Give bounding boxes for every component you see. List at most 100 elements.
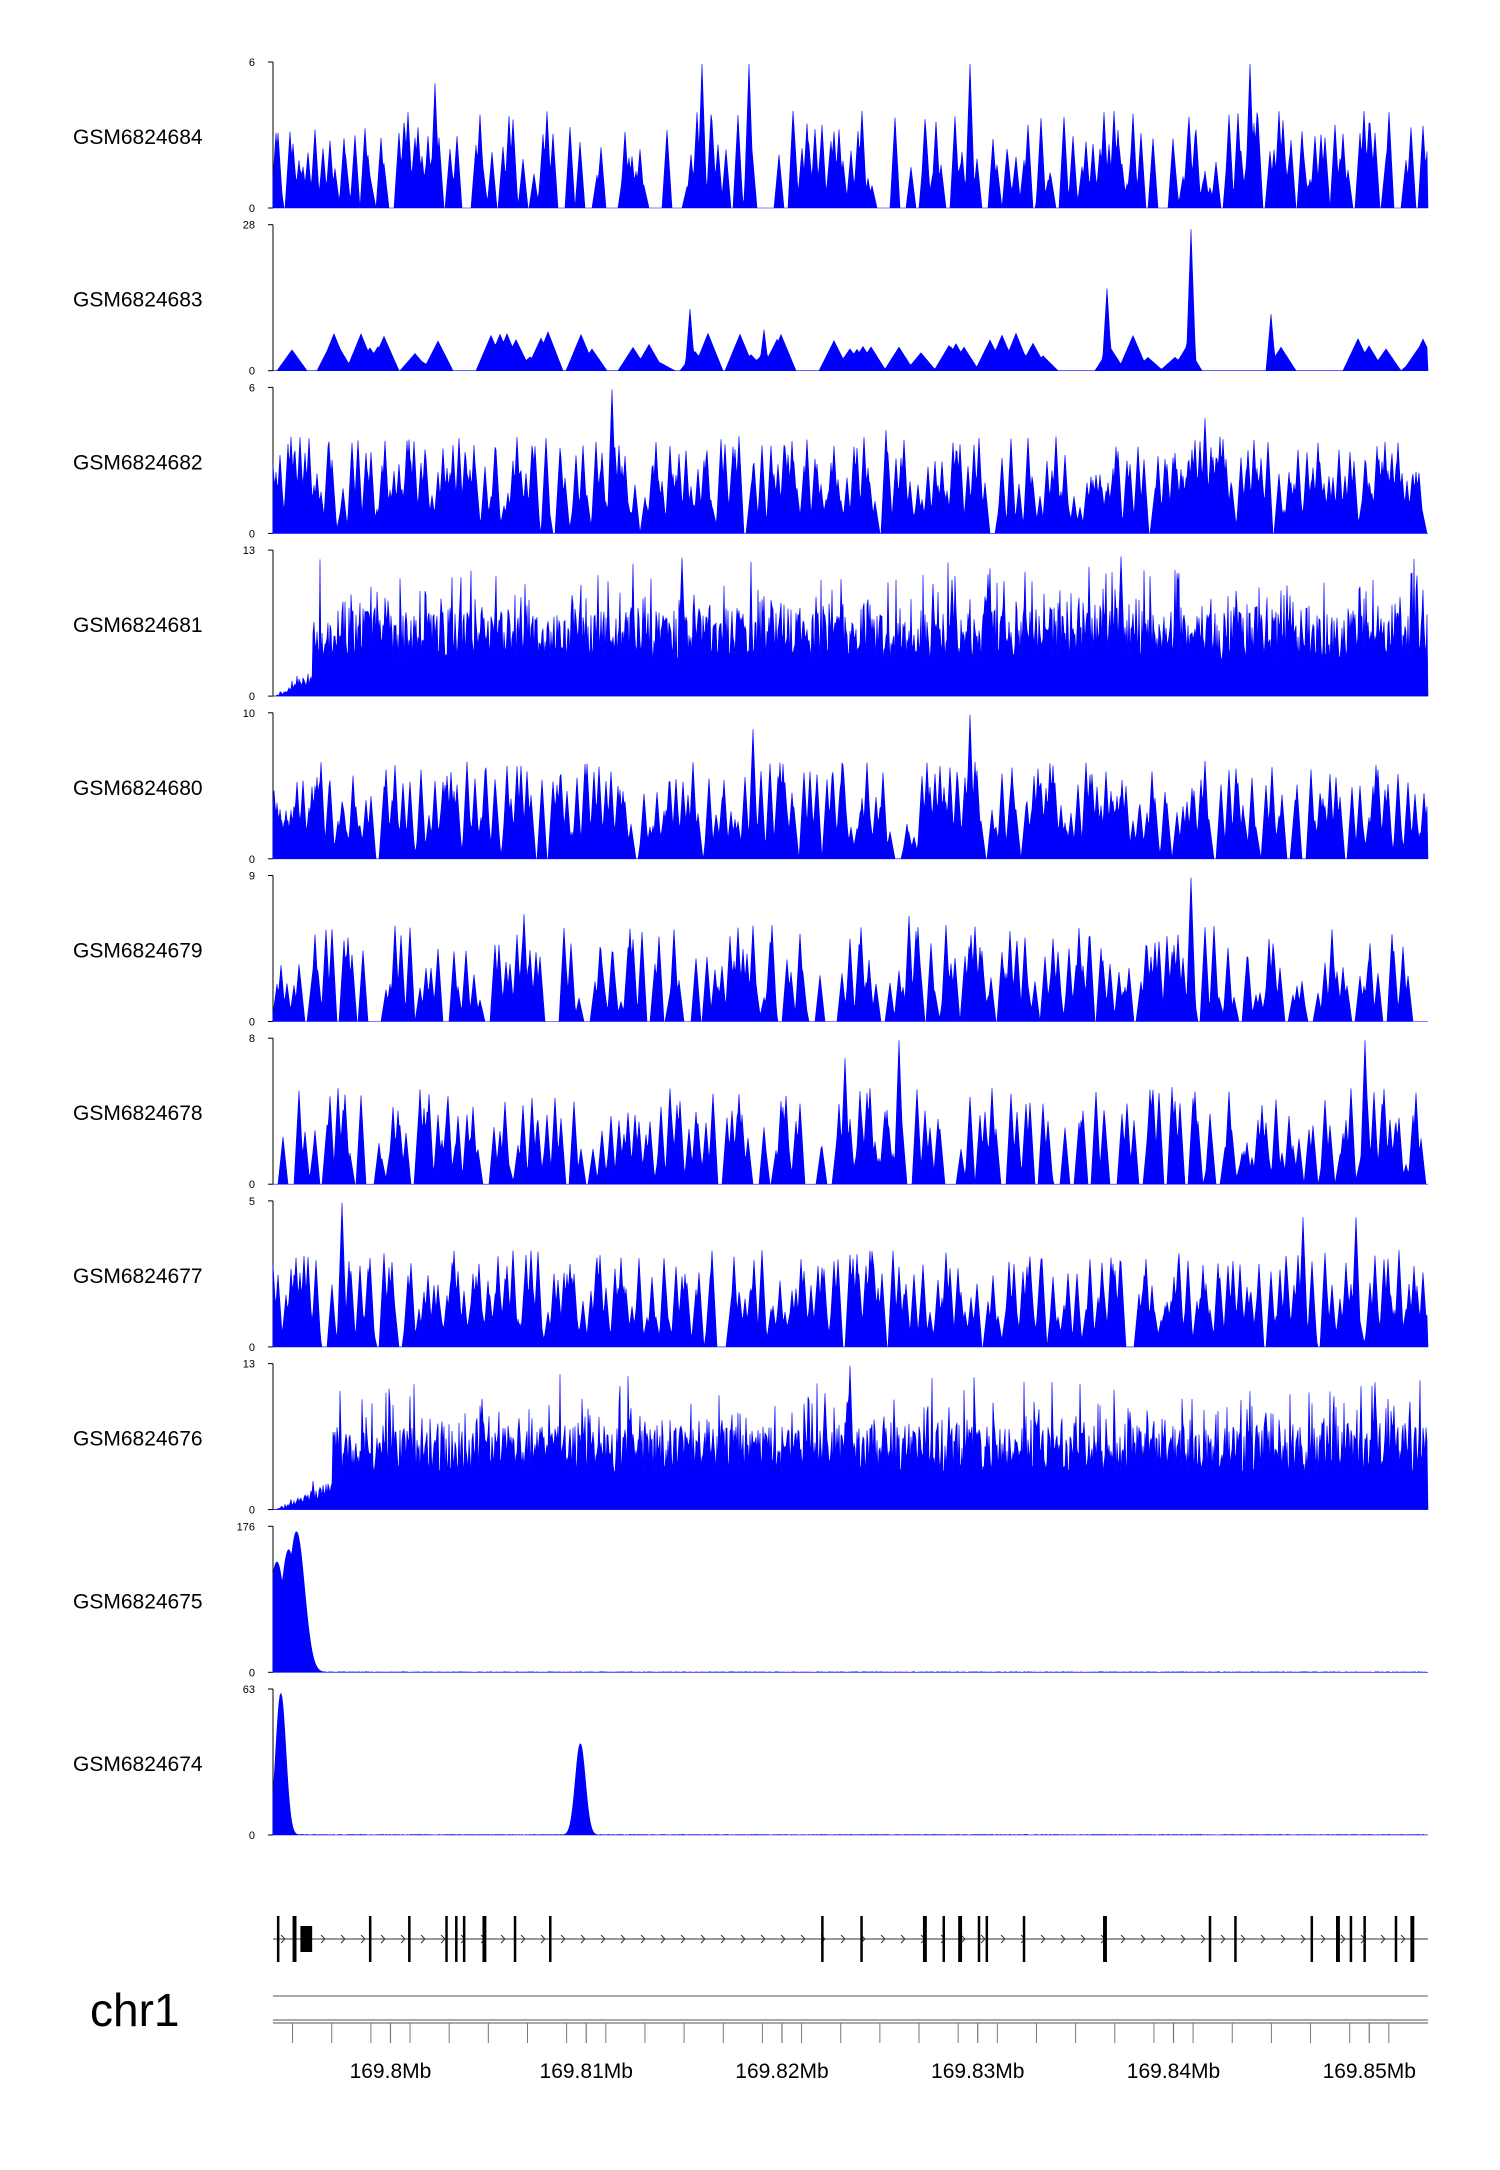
exon (276, 1916, 280, 1962)
y-axis-max-label: 28 (243, 220, 255, 232)
coverage-area (273, 229, 1429, 372)
strand-arrow (440, 1934, 446, 1944)
x-axis-tick-label: 169.85Mb (1323, 2060, 1416, 2083)
exon (922, 1916, 927, 1962)
exon (455, 1916, 458, 1962)
strand-arrow (1380, 1934, 1386, 1944)
x-axis-tick-label: 169.83Mb (931, 2060, 1024, 2083)
strand-arrow (1040, 1934, 1046, 1944)
x-axis-tick-label: 169.84Mb (1127, 2060, 1220, 2083)
exon (292, 1916, 297, 1962)
strand-arrow (400, 1934, 406, 1944)
strand-arrow (900, 1934, 906, 1944)
coverage-area (272, 389, 1428, 534)
strand-arrow (1260, 1934, 1266, 1944)
y-axis-max-label: 176 (237, 1521, 255, 1533)
exon (985, 1916, 989, 1962)
y-axis-max-label: 5 (249, 1196, 255, 1208)
y-axis-min-label: 0 (249, 1667, 255, 1679)
strand-arrow (960, 1934, 966, 1944)
strand-arrow (800, 1934, 806, 1944)
y-axis-min-label: 0 (249, 854, 255, 866)
y-axis-max-label: 9 (249, 871, 255, 883)
y-axis-min-label: 0 (249, 528, 255, 540)
y-axis-max-label: 6 (249, 57, 255, 69)
exon (1335, 1916, 1340, 1962)
y-axis-max-label: 6 (249, 382, 255, 394)
exon (445, 1916, 448, 1962)
exon (977, 1916, 981, 1962)
coverage-area (272, 714, 1429, 860)
strand-arrow (360, 1934, 366, 1944)
strand-arrow (1300, 1934, 1306, 1944)
track-label: GSM6824674 (73, 1753, 203, 1776)
exon (1394, 1916, 1398, 1962)
exon (1410, 1916, 1415, 1962)
exon (513, 1916, 517, 1962)
coverage-area (272, 1365, 1429, 1510)
strand-arrow (780, 1934, 786, 1944)
track-GSM6824684: GSM6824684 6 0 (73, 57, 1429, 215)
gene-model-track (273, 1916, 1428, 1962)
track-label: GSM6824683 (73, 289, 203, 312)
track-GSM6824677: GSM6824677 5 0 (73, 1196, 1429, 1354)
track-GSM6824683: GSM6824683 28 0 (73, 220, 1429, 378)
coverage-area (272, 556, 1429, 697)
strand-arrow (880, 1934, 886, 1944)
track-GSM6824682: GSM6824682 6 0 (73, 382, 1428, 540)
track-label: GSM6824682 (73, 451, 203, 474)
track-GSM6824679: GSM6824679 9 0 (73, 871, 1428, 1029)
y-axis-max-label: 63 (243, 1684, 255, 1696)
strand-arrow (500, 1934, 506, 1944)
strand-arrow (720, 1934, 726, 1944)
track-GSM6824674: GSM6824674 63 0 (73, 1684, 1429, 1842)
strand-arrow (640, 1934, 646, 1944)
y-axis-min-label: 0 (249, 1017, 255, 1029)
strand-arrow (280, 1934, 286, 1944)
coverage-area (273, 1040, 1428, 1185)
strand-arrow (540, 1934, 546, 1944)
strand-arrow (1200, 1934, 1206, 1944)
exon (408, 1916, 411, 1962)
y-axis-min-label: 0 (249, 1342, 255, 1354)
exon (942, 1916, 946, 1962)
exon (1022, 1916, 1026, 1962)
track-GSM6824680: GSM6824680 10 0 (73, 708, 1429, 866)
strand-arrow (620, 1934, 626, 1944)
y-axis-max-label: 8 (249, 1033, 255, 1045)
exon (1103, 1916, 1107, 1962)
exon (462, 1916, 466, 1962)
y-axis-min-label: 0 (249, 1179, 255, 1191)
strand-arrow (1400, 1934, 1406, 1944)
exon (1310, 1916, 1314, 1962)
exon (821, 1916, 824, 1962)
track-label: GSM6824680 (73, 777, 203, 800)
coverage-area (272, 1692, 1429, 1836)
strand-arrow (840, 1934, 846, 1944)
strand-arrow (560, 1934, 566, 1944)
strand-arrow (380, 1934, 386, 1944)
x-axis-tick-label: 169.81Mb (540, 2060, 633, 2083)
coverage-area (272, 63, 1429, 209)
strand-arrow (520, 1934, 526, 1944)
genome-axis: chr1 169.8Mb 169.81Mb 169.82Mb 169.83Mb 169.… (90, 1984, 1428, 2083)
strand-arrow (580, 1934, 586, 1944)
strand-arrow (740, 1934, 746, 1944)
strand-arrow (1000, 1934, 1006, 1944)
strand-arrow (1240, 1934, 1246, 1944)
track-GSM6824676: GSM6824676 13 0 (73, 1359, 1429, 1517)
strand-arrow (1280, 1934, 1286, 1944)
strand-arrow (1120, 1934, 1126, 1944)
strand-arrow (1320, 1934, 1326, 1944)
strand-arrow (600, 1934, 606, 1944)
track-label: GSM6824679 (73, 940, 203, 963)
y-axis-max-label: 10 (243, 708, 255, 720)
y-axis-min-label: 0 (249, 366, 255, 378)
track-GSM6824675: GSM6824675 176 0 (73, 1521, 1428, 1679)
strand-arrow (700, 1934, 706, 1944)
exon (1349, 1916, 1353, 1962)
exon (482, 1916, 487, 1962)
track-GSM6824678: GSM6824678 8 0 (73, 1033, 1428, 1191)
exon (549, 1916, 552, 1962)
